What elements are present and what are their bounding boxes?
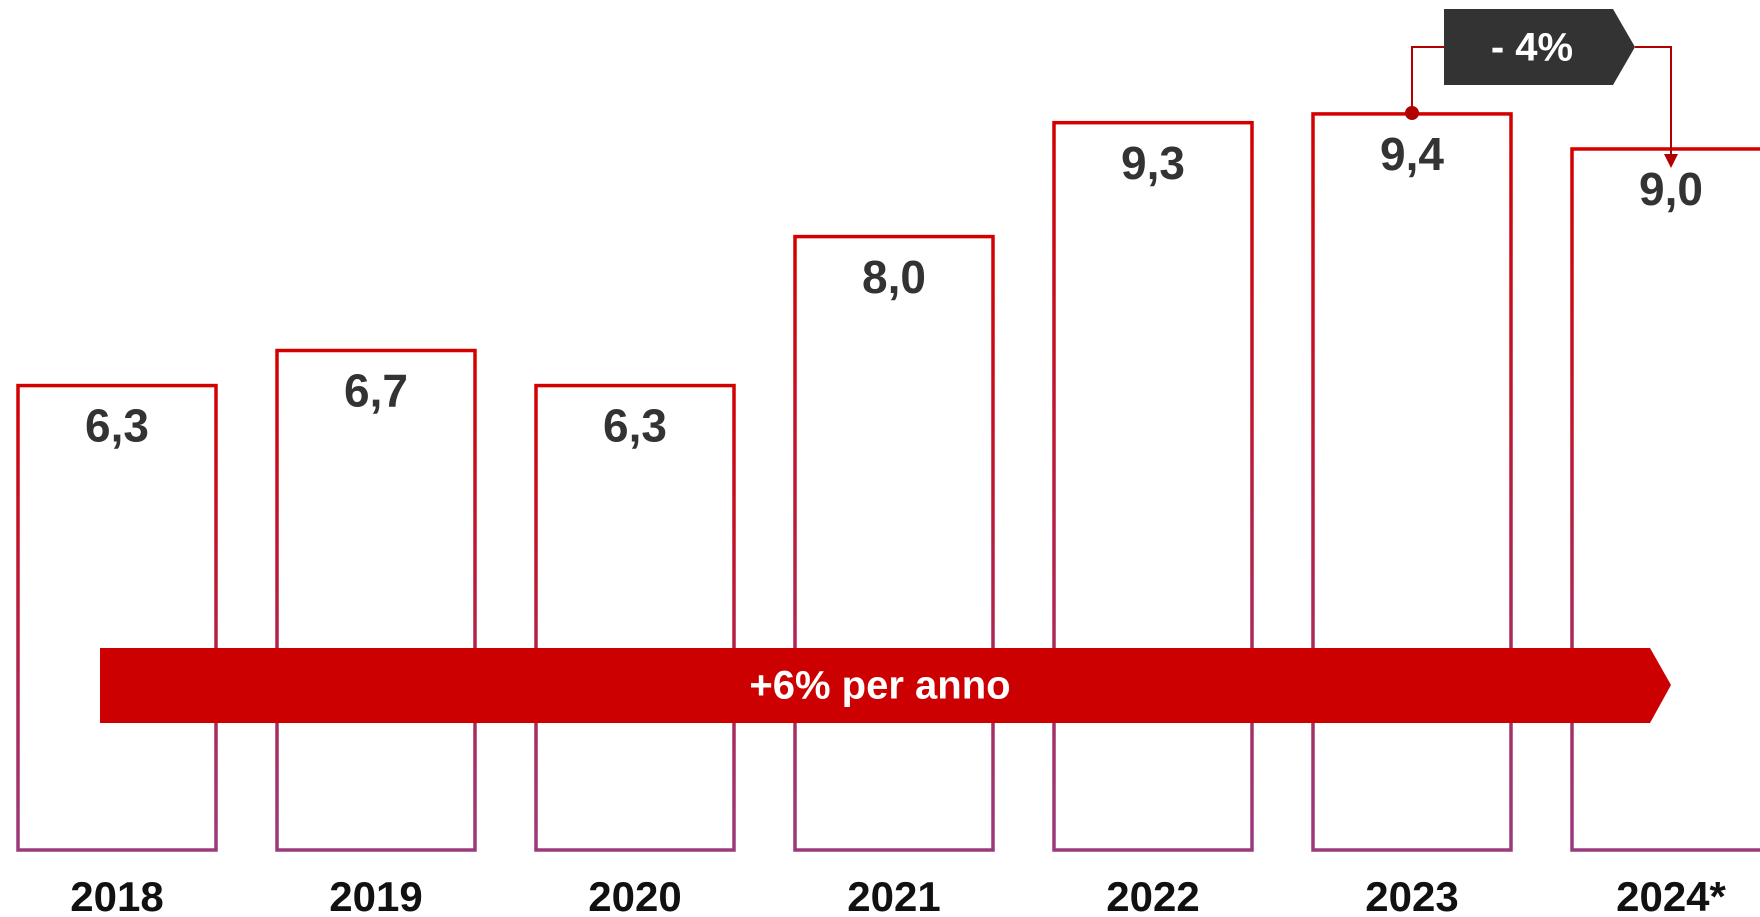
value-label: 6,3 xyxy=(85,400,149,452)
change-label: - 4% xyxy=(1491,26,1573,70)
bar xyxy=(1052,120,1254,852)
x-tick-label: 2023 xyxy=(1365,873,1458,917)
connector xyxy=(1635,46,1672,156)
bar xyxy=(793,234,995,852)
x-tick-label: 2022 xyxy=(1106,873,1199,917)
change-box xyxy=(1444,9,1635,85)
connector xyxy=(1411,46,1444,113)
value-label: 6,3 xyxy=(603,400,667,452)
bar xyxy=(1311,112,1513,852)
bar xyxy=(534,383,736,852)
x-tick-label: 2019 xyxy=(329,873,422,917)
connector-arrow xyxy=(1664,154,1678,168)
value-label: 9,3 xyxy=(1121,137,1185,189)
trend-label: +6% per anno xyxy=(749,664,1010,708)
bar xyxy=(1570,147,1760,852)
x-tick-label: 2018 xyxy=(70,873,163,917)
x-tick-label: 2020 xyxy=(588,873,681,917)
x-tick-label: 2024* xyxy=(1616,873,1726,917)
trend-arrow xyxy=(100,648,1671,723)
bar xyxy=(275,348,477,852)
connector-dot xyxy=(1405,106,1419,120)
value-label: 8,0 xyxy=(862,251,926,303)
value-label: 6,7 xyxy=(344,365,408,417)
x-tick-label: 2021 xyxy=(847,873,940,917)
value-label: 9,0 xyxy=(1639,163,1703,215)
value-label: 9,4 xyxy=(1380,128,1444,180)
bars: 6,3 2018 6,7 2019 6,3 2020 8,0 2021 9,3 2022 9,4 20… xyxy=(16,112,1760,917)
bar xyxy=(16,383,218,852)
